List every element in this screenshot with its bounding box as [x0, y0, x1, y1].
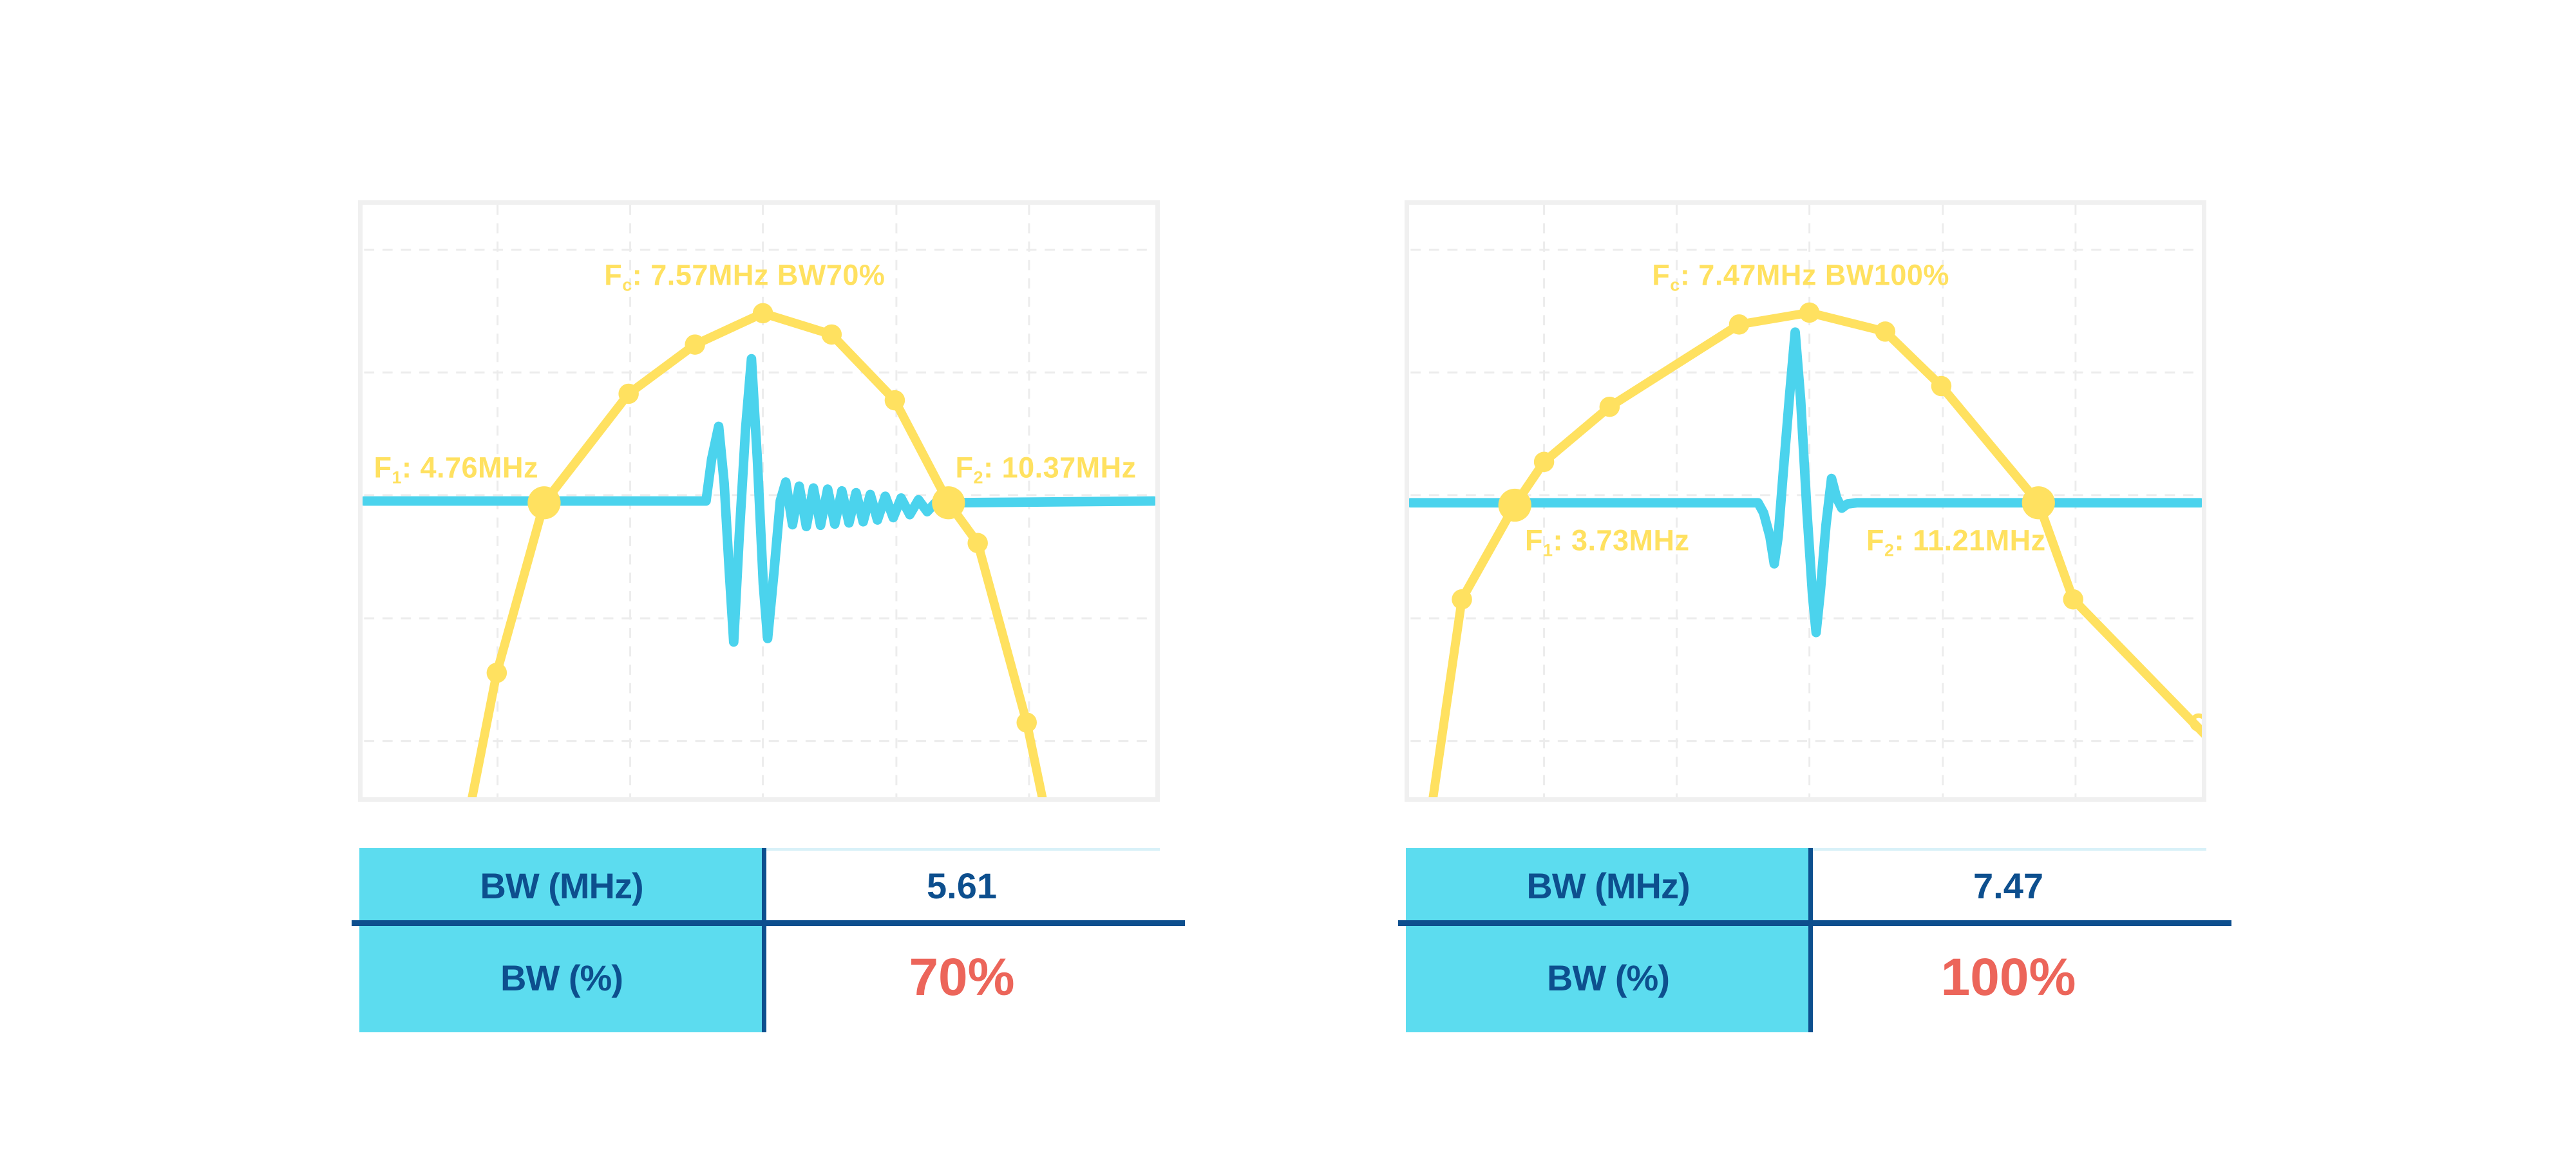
chart-canvas-bw70	[363, 205, 1155, 797]
fc-base: F	[604, 258, 623, 292]
data-point-marker	[1452, 589, 1472, 610]
table-row: BW (MHz) 5.61	[359, 848, 1160, 923]
pulse-curve	[363, 354, 1155, 647]
spectrum-curve	[1428, 308, 2202, 797]
fc-subscript: c	[1670, 275, 1680, 295]
fc-base: F	[1652, 258, 1671, 292]
upper-frequency-label: F2: 11.21MHz	[1866, 524, 2046, 561]
f1-base: F	[1524, 524, 1543, 557]
pulse-curve	[1409, 327, 2202, 638]
data-point-marker	[1875, 321, 1896, 342]
f1-base: F	[374, 451, 392, 484]
data-point-marker	[752, 303, 773, 324]
table-column-divider	[1808, 848, 1813, 1032]
data-point-marker	[884, 390, 905, 411]
data-point-marker	[486, 663, 507, 683]
f2-base: F	[1866, 524, 1885, 557]
bandwidth-crossing-marker	[932, 486, 965, 520]
spectrum-curve	[468, 308, 1047, 797]
data-point-marker	[2063, 589, 2083, 610]
bw-percent-label: BW (%)	[1406, 923, 1810, 1032]
table-column-divider	[762, 848, 766, 1032]
chart-panel-bw70: Fc: 7.57MHz BW70% F1: 4.76MHz F2: 10.37M…	[358, 200, 1160, 802]
data-point-marker	[821, 324, 842, 345]
bandwidth-crossing-marker	[2022, 486, 2055, 520]
data-point-marker	[1533, 451, 1555, 473]
f1-text: : 4.76MHz	[401, 451, 539, 484]
fc-subscript: c	[622, 275, 632, 295]
bw-mhz-value: 7.47	[1973, 865, 2043, 906]
table-row: BW (MHz) 7.47	[1406, 848, 2206, 923]
chart-panel-bw100: Fc: 7.47MHz BW100% F1: 3.73MHz F2: 11.21…	[1405, 200, 2206, 802]
f2-text: : 10.37MHz	[983, 451, 1137, 484]
bw-percent-value: 100%	[1940, 948, 2076, 1007]
table-row: BW (%) 70%	[359, 923, 1160, 1032]
fc-text: : 7.47MHz BW100%	[1680, 258, 1949, 292]
table-row-divider	[1398, 920, 2231, 926]
chart-canvas-bw100	[1409, 205, 2202, 797]
table-row: BW (%) 100%	[1406, 923, 2206, 1032]
bw-percent-label: BW (%)	[359, 923, 764, 1032]
lower-frequency-label: F1: 4.76MHz	[374, 451, 538, 488]
f2-base: F	[955, 451, 974, 484]
f2-subscript: 2	[1884, 541, 1895, 561]
data-point-marker	[1799, 302, 1820, 323]
f1-text: : 3.73MHz	[1553, 524, 1690, 557]
data-point-marker	[618, 383, 639, 404]
data-point-marker	[967, 533, 988, 554]
bw-percent-value: 70%	[909, 948, 1015, 1007]
bw-mhz-value: 5.61	[927, 865, 997, 906]
data-point-marker	[1931, 375, 1952, 397]
bw-mhz-label: BW (MHz)	[359, 848, 764, 923]
data-point-marker	[685, 334, 705, 355]
lower-frequency-label: F1: 3.73MHz	[1525, 524, 1690, 561]
bw-mhz-label: BW (MHz)	[1406, 848, 1810, 923]
data-point-marker	[1016, 712, 1037, 733]
upper-frequency-label: F2: 10.37MHz	[956, 451, 1137, 488]
f1-subscript: 1	[1542, 541, 1553, 561]
f2-text: : 11.21MHz	[1894, 524, 2046, 557]
curve-end-marker	[2189, 713, 2202, 732]
f2-subscript: 2	[973, 468, 984, 487]
center-frequency-label: Fc: 7.47MHz BW100%	[1652, 259, 1949, 296]
data-point-marker	[1599, 396, 1620, 417]
f1-subscript: 1	[392, 468, 402, 487]
data-point-marker	[1728, 314, 1750, 335]
bandwidth-table-bw70: BW (MHz) 5.61 BW (%) 70%	[352, 848, 1185, 1032]
table-row-divider	[352, 920, 1185, 926]
bandwidth-table-bw100: BW (MHz) 7.47 BW (%) 100%	[1398, 848, 2231, 1032]
fc-text: : 7.57MHz BW70%	[632, 258, 886, 292]
bandwidth-crossing-marker	[1498, 488, 1531, 522]
bandwidth-crossing-marker	[527, 486, 561, 520]
center-frequency-label: Fc: 7.57MHz BW70%	[604, 259, 885, 296]
